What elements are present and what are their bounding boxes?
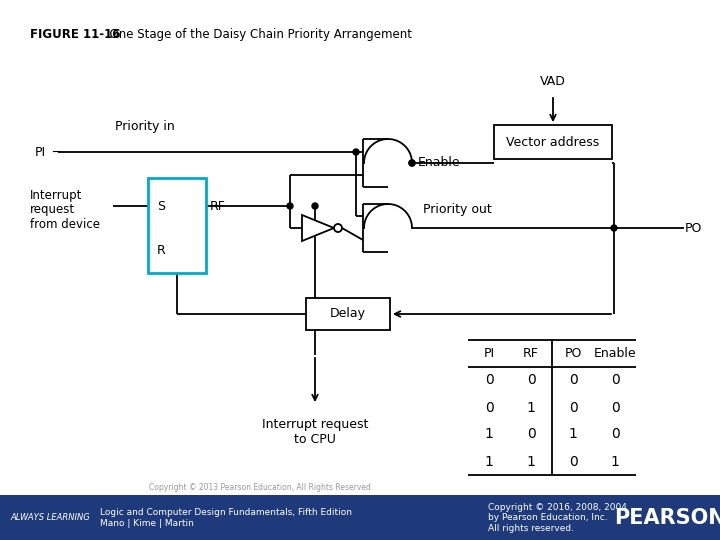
Text: 0: 0 [611, 428, 619, 442]
Circle shape [312, 203, 318, 209]
Bar [494, 125, 612, 159]
Text: Priority out: Priority out [423, 204, 492, 217]
Circle shape [409, 160, 415, 166]
Bar [0, 495, 720, 540]
Text: Copyright © 2016, 2008, 2004
by Pearson Education, Inc.
All rights reserved.: Copyright © 2016, 2008, 2004 by Pearson … [488, 503, 627, 533]
Text: 1: 1 [526, 455, 536, 469]
Text: 0: 0 [569, 455, 577, 469]
Text: Logic and Computer Design Fundamentals, Fifth Edition
Mano | Kime | Martin: Logic and Computer Design Fundamentals, … [100, 508, 352, 528]
Text: RF: RF [210, 199, 226, 213]
Bar [148, 178, 206, 273]
Text: VAD: VAD [540, 75, 566, 88]
Text: Enable: Enable [594, 347, 636, 360]
Text: One Stage of the Daisy Chain Priority Arrangement: One Stage of the Daisy Chain Priority Ar… [102, 28, 412, 41]
Circle shape [353, 149, 359, 155]
Circle shape [409, 160, 415, 166]
Polygon shape [302, 215, 334, 241]
Text: Copyright © 2013 Pearson Education, All Rights Reserved: Copyright © 2013 Pearson Education, All … [149, 483, 371, 492]
Text: 0: 0 [611, 374, 619, 388]
Text: RF: RF [523, 347, 539, 360]
Text: 1: 1 [485, 428, 493, 442]
Text: Interrupt request
to CPU: Interrupt request to CPU [262, 418, 368, 446]
Text: 1: 1 [569, 428, 577, 442]
Text: Delay: Delay [330, 307, 366, 321]
Text: 0: 0 [485, 401, 493, 415]
Text: Vector address: Vector address [506, 136, 600, 148]
Text: PO: PO [685, 221, 703, 234]
Text: 0: 0 [526, 374, 536, 388]
Text: R: R [157, 244, 166, 256]
Text: Interrupt
request
from device: Interrupt request from device [30, 188, 100, 232]
Text: Priority in: Priority in [115, 120, 175, 133]
Text: 0: 0 [569, 401, 577, 415]
Text: PI: PI [483, 347, 495, 360]
Bar [306, 298, 390, 330]
Text: 0: 0 [569, 374, 577, 388]
Text: 1: 1 [611, 455, 619, 469]
Text: ─: ─ [52, 145, 60, 159]
Text: 0: 0 [526, 428, 536, 442]
Circle shape [334, 224, 342, 232]
Circle shape [611, 225, 617, 231]
Text: PEARSON: PEARSON [614, 508, 720, 528]
Text: PI: PI [35, 145, 46, 159]
Text: Enable: Enable [418, 157, 461, 170]
Text: PO: PO [564, 347, 582, 360]
Circle shape [287, 203, 293, 209]
Text: S: S [157, 199, 165, 213]
Text: 1: 1 [526, 401, 536, 415]
Text: 1: 1 [485, 455, 493, 469]
Text: FIGURE 11-16: FIGURE 11-16 [30, 28, 120, 41]
Text: 0: 0 [611, 401, 619, 415]
Text: 0: 0 [485, 374, 493, 388]
Text: ALWAYS LEARNING: ALWAYS LEARNING [10, 514, 90, 523]
